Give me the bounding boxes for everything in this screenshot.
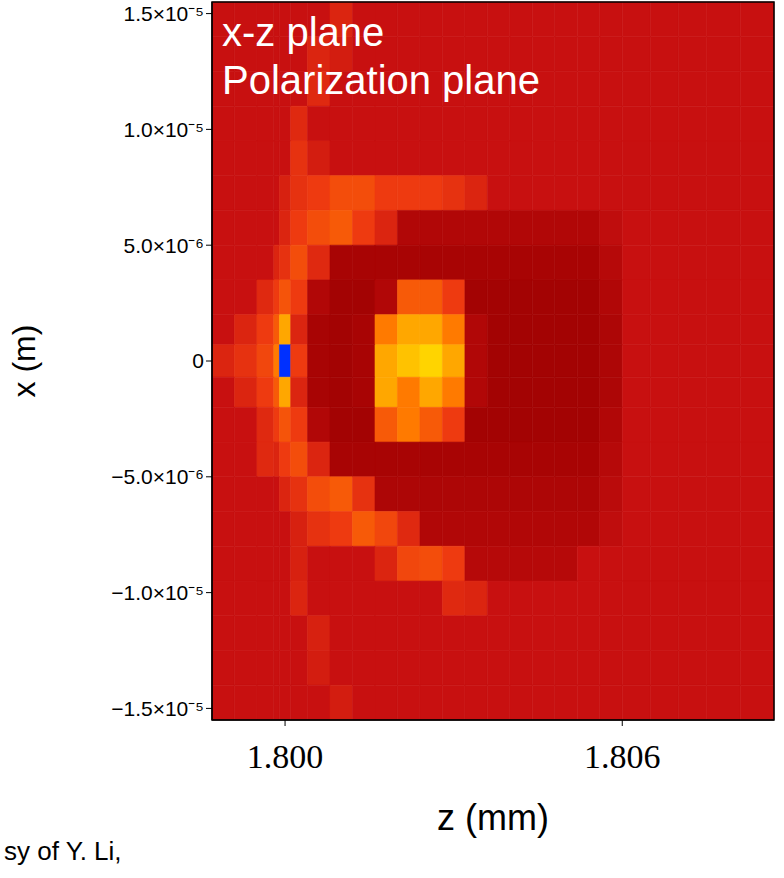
svg-text:1.806: 1.806 [584,738,661,775]
svg-text:1.800: 1.800 [247,738,324,775]
svg-text:5.0×10⁻⁶: 5.0×10⁻⁶ [124,234,204,257]
svg-text:−1.5×10⁻⁵: −1.5×10⁻⁵ [111,697,204,720]
svg-text:1.5×10⁻⁵: 1.5×10⁻⁵ [123,2,204,25]
svg-text:z (mm): z (mm) [437,797,549,838]
svg-text:0: 0 [192,349,204,372]
html-text:sy of Y. Li,: sy of Y. Li, [4,836,122,866]
svg-text:x (m): x (m) [6,325,42,398]
svg-text:−5.0×10⁻⁶: −5.0×10⁻⁶ [111,465,204,488]
html-text:Polarization plane: Polarization plane [222,58,540,102]
svg-text:1.0×10⁻⁵: 1.0×10⁻⁵ [123,118,204,141]
svg-text:−1.0×10⁻⁵: −1.0×10⁻⁵ [111,581,204,604]
html-text:x-z plane: x-z plane [222,10,385,54]
